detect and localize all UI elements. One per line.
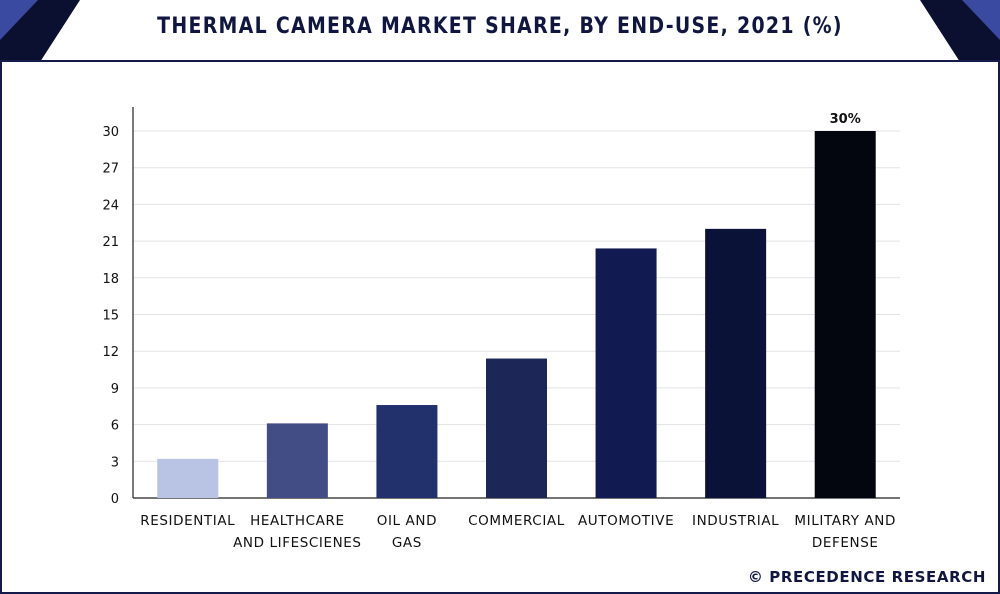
bar	[376, 405, 438, 498]
y-tick-label: 18	[102, 272, 119, 287]
x-tick-label: INDUSTRIAL	[692, 513, 779, 529]
bar	[486, 358, 547, 498]
bar	[705, 228, 767, 498]
y-tick-label: 21	[102, 235, 119, 250]
bar	[266, 423, 328, 498]
x-tick-label: AND LIFESCIENES	[233, 535, 362, 551]
bars	[157, 131, 876, 498]
title-band	[0, 0, 1000, 62]
x-tick-label: DEFENSE	[812, 535, 879, 551]
corner-right-light	[962, 0, 1000, 40]
data-label: 30%	[830, 112, 861, 127]
bar	[814, 131, 876, 498]
x-tick-label: HEALTHCARE	[250, 513, 345, 529]
data-labels: 30%	[830, 112, 861, 127]
y-tick-label: 0	[111, 492, 119, 507]
x-tick-label: MILITARY AND	[794, 513, 896, 529]
x-tick-label: OIL AND	[377, 513, 437, 529]
x-tick-label: AUTOMOTIVE	[578, 513, 674, 529]
y-tick-label: 6	[111, 419, 119, 434]
chart-title: THERMAL CAMERA MARKET SHARE, BY END-USE,…	[157, 14, 843, 39]
x-axis-labels: RESIDENTIAL HEALTHCARE AND LIFESCIENES OIL …	[140, 513, 896, 551]
y-tick-label: 12	[102, 345, 119, 360]
y-tick-label: 15	[102, 309, 119, 324]
credit-text: © PRECEDENCE RESEARCH	[747, 568, 986, 586]
x-tick-label: GAS	[392, 535, 422, 551]
corner-left-light	[0, 0, 38, 40]
y-tick-label: 3	[111, 455, 119, 470]
y-tick-label: 24	[102, 198, 119, 213]
bar	[595, 248, 657, 498]
bar	[157, 458, 219, 498]
y-tick-label: 30	[102, 125, 119, 140]
y-tick-label: 27	[102, 162, 119, 177]
x-tick-label: COMMERCIAL	[468, 513, 565, 529]
x-tick-label: RESIDENTIAL	[140, 513, 235, 529]
y-tick-label: 9	[111, 382, 119, 397]
